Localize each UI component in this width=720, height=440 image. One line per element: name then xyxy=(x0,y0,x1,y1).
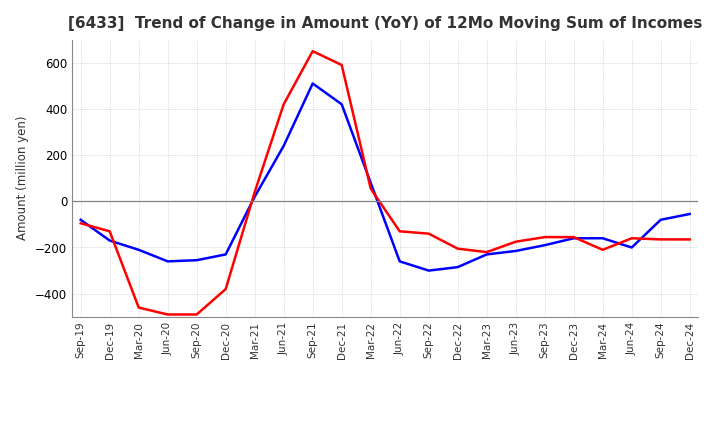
Net Income xyxy=(308,48,317,54)
Net Income xyxy=(105,229,114,234)
Ordinary Income xyxy=(279,143,288,148)
Net Income xyxy=(366,186,375,191)
Ordinary Income xyxy=(308,81,317,86)
Line: Ordinary Income: Ordinary Income xyxy=(81,84,690,271)
Ordinary Income xyxy=(192,257,201,263)
Net Income xyxy=(251,189,259,194)
Net Income xyxy=(395,229,404,234)
Ordinary Income xyxy=(570,235,578,241)
Net Income xyxy=(279,102,288,107)
Ordinary Income xyxy=(76,217,85,222)
Net Income xyxy=(338,62,346,68)
Ordinary Income xyxy=(541,242,549,248)
Net Income xyxy=(135,305,143,310)
Ordinary Income xyxy=(685,211,694,216)
Net Income xyxy=(511,239,520,244)
Net Income xyxy=(541,235,549,240)
Net Income xyxy=(424,231,433,236)
Ordinary Income xyxy=(221,252,230,257)
Ordinary Income xyxy=(657,217,665,222)
Y-axis label: Amount (million yen): Amount (million yen) xyxy=(17,116,30,240)
Net Income xyxy=(657,237,665,242)
Ordinary Income xyxy=(627,245,636,250)
Line: Net Income: Net Income xyxy=(81,51,690,315)
Ordinary Income xyxy=(598,235,607,241)
Ordinary Income xyxy=(424,268,433,273)
Ordinary Income xyxy=(454,264,462,270)
Net Income xyxy=(454,246,462,251)
Ordinary Income xyxy=(338,102,346,107)
Ordinary Income xyxy=(251,194,259,199)
Net Income xyxy=(598,247,607,253)
Ordinary Income xyxy=(105,238,114,243)
Net Income xyxy=(570,235,578,240)
Net Income xyxy=(221,286,230,292)
Net Income xyxy=(76,220,85,226)
Net Income xyxy=(192,312,201,317)
Net Income xyxy=(163,312,172,317)
Title: [6433]  Trend of Change in Amount (YoY) of 12Mo Moving Sum of Incomes: [6433] Trend of Change in Amount (YoY) o… xyxy=(68,16,703,32)
Net Income xyxy=(627,235,636,241)
Ordinary Income xyxy=(135,247,143,253)
Ordinary Income xyxy=(366,180,375,185)
Net Income xyxy=(482,249,491,255)
Ordinary Income xyxy=(163,259,172,264)
Ordinary Income xyxy=(482,252,491,257)
Ordinary Income xyxy=(511,248,520,253)
Ordinary Income xyxy=(395,259,404,264)
Net Income xyxy=(685,237,694,242)
